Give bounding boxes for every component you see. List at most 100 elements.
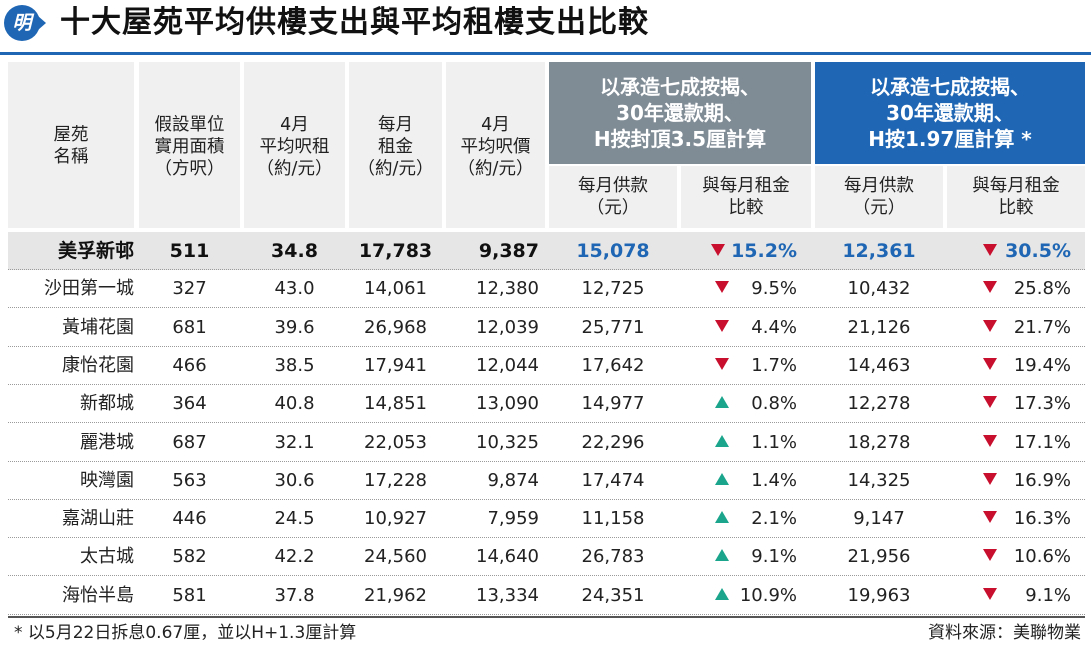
cell-ratio-a: 9.5% (681, 270, 811, 308)
cell-name: 沙田第一城 (44, 278, 134, 300)
cell-ratio-a: 0.8% (681, 385, 811, 423)
table-header: 屋苑 名稱 假設單位 實用面積 （方呎） 4月 平均呎租 （約/元） 每月 租金… (8, 62, 1085, 228)
triangle-down-icon (715, 319, 729, 332)
cell-ratio-a: 1.4% (681, 462, 811, 500)
cell-rent: 24,560 (364, 546, 427, 568)
cell-payment-b: 21,956 (847, 546, 911, 568)
cell-rent: 10,927 (364, 508, 427, 530)
scheme-b-ratio-header: 與每月租金 比較 (947, 166, 1085, 228)
triangle-down-icon (983, 472, 997, 485)
cell-payment-b: 12,278 (847, 393, 911, 415)
ratio-value-b: 25.8% (1013, 278, 1071, 300)
cell-name: 美孚新邨 (57, 240, 134, 262)
cell-ratio-b: 16.3% (947, 500, 1085, 538)
triangle-up-icon (715, 511, 729, 524)
cell-area: 582 (172, 546, 207, 568)
triangle-down-icon (715, 357, 729, 370)
header-name-line1: 屋苑 (53, 125, 89, 145)
scheme-a-ratio-header: 與每月租金 比較 (681, 166, 811, 228)
cell-payment-b: 14,325 (847, 469, 911, 491)
cell-rent: 14,061 (364, 278, 427, 300)
cell-ratio-b: 17.3% (947, 385, 1085, 423)
scheme-a-banner: 以承造七成按揭、 30年還款期、 H按封頂3.5厘計算 (549, 62, 811, 164)
cell-rent: 21,962 (364, 584, 427, 606)
header-rent-psf-line3: （約/元） (256, 159, 333, 179)
ratio-value-b: 9.1% (1025, 584, 1071, 606)
header-price-psf-line2: 平均呎價 (460, 137, 531, 157)
cell-rent: 26,968 (364, 316, 427, 338)
source-credit: 資料來源：美聯物業 (928, 623, 1081, 643)
ratio-value-a: 1.1% (751, 431, 797, 453)
table-row: 太古城 582 42.2 24,560 14,640 26,783 21,956 9.1% 10… (8, 538, 1085, 577)
header-name: 屋苑 名稱 (8, 62, 134, 228)
cell-ratio-a: 1.1% (681, 424, 811, 462)
cell-rent-psf: 34.8 (271, 240, 318, 262)
scheme-a-payment-line2: （元） (586, 198, 640, 218)
scheme-b-payment-line2: （元） (852, 198, 906, 218)
cell-area: 466 (172, 354, 207, 376)
cell-price-psf: 9,874 (487, 469, 539, 491)
cell-name: 麗港城 (80, 431, 134, 453)
cell-payment-b: 9,147 (853, 508, 905, 530)
table-row: 嘉湖山莊 446 24.5 10,927 7,959 11,158 9,147 2.1% 16.… (8, 500, 1085, 539)
triangle-down-icon (983, 357, 997, 370)
scheme-a-payment-header: 每月供款 （元） (549, 166, 677, 228)
cell-rent-psf: 38.5 (274, 354, 315, 376)
cell-ratio-b: 16.9% (947, 462, 1085, 500)
scheme-b-title-line1: 以承造七成按揭、 (870, 75, 1030, 99)
logo-arrow-icon (30, 9, 46, 37)
scheme-a-ratio-line2: 比較 (728, 198, 764, 218)
header-rent-psf: 4月 平均呎租 （約/元） (244, 62, 345, 228)
scheme-a-title-line2: 30年還款期、 (616, 101, 744, 125)
cell-price-psf: 14,640 (476, 546, 539, 568)
row-divider (8, 345, 1085, 347)
ratio-value-b: 19.4% (1013, 354, 1071, 376)
row-divider (8, 307, 1085, 309)
footer: * 以5月22日拆息0.67厘，並以H+1.3厘計算 資料來源：美聯物業 (8, 620, 1085, 646)
ratio-value-a: 9.5% (751, 278, 797, 300)
row-divider (8, 575, 1085, 577)
cell-rent-psf: 32.1 (274, 431, 315, 453)
cell-ratio-a: 15.2% (681, 232, 811, 270)
triangle-up-icon (715, 549, 729, 562)
cell-ratio-a: 2.1% (681, 500, 811, 538)
title-rule (0, 52, 1091, 55)
scheme-b-header: 以承造七成按揭、 30年還款期、 H按1.97厘計算 * 每月供款 （元） 與每… (815, 62, 1085, 228)
cell-ratio-b: 30.5% (947, 232, 1085, 270)
triangle-up-icon (715, 396, 729, 409)
table-row: 麗港城 687 32.1 22,053 10,325 22,296 18,278 1.1% 17… (8, 424, 1085, 462)
ratio-value-b: 17.3% (1013, 393, 1071, 415)
table-row-highlight: 美孚新邨 511 34.8 17,783 9,387 15,078 12,361 15.2% 3… (8, 232, 1085, 270)
cell-payment-b: 19,963 (847, 584, 911, 606)
cell-payment-a: 25,771 (581, 316, 645, 338)
logo-char: 明 (12, 12, 32, 34)
cell-name: 海怡半島 (62, 584, 134, 606)
cell-area: 681 (172, 316, 207, 338)
row-divider (8, 269, 1085, 270)
triangle-up-icon (715, 587, 729, 600)
cell-price-psf: 9,387 (478, 240, 539, 262)
cell-ratio-b: 17.1% (947, 424, 1085, 462)
cell-payment-a: 15,078 (576, 240, 650, 262)
cell-ratio-a: 1.7% (681, 347, 811, 385)
header-area-line3: （方呎） (154, 159, 225, 179)
header-rent-line1: 每月 (378, 115, 413, 135)
header-name-line2: 名稱 (53, 147, 89, 167)
ratio-value-b: 17.1% (1013, 431, 1071, 453)
triangle-down-icon (715, 281, 729, 294)
triangle-down-icon (983, 511, 997, 524)
cell-payment-b: 14,463 (847, 354, 911, 376)
table-row: 海怡半島 581 37.8 21,962 13,334 24,351 19,963 10.9%… (8, 577, 1085, 615)
cell-payment-a: 17,642 (581, 354, 645, 376)
cell-ratio-b: 9.1% (947, 577, 1085, 615)
cell-payment-b: 18,278 (847, 431, 911, 453)
header-area-line1: 假設單位 (154, 115, 225, 135)
triangle-down-icon (983, 281, 997, 294)
cell-ratio-b: 25.8% (947, 270, 1085, 308)
row-divider (8, 498, 1085, 500)
cell-ratio-a: 10.9% (681, 577, 811, 615)
cell-payment-a: 12,725 (581, 278, 645, 300)
cell-name: 太古城 (80, 546, 134, 568)
cell-price-psf: 13,334 (476, 584, 539, 606)
header-rent: 每月 租金 （約/元） (349, 62, 442, 228)
